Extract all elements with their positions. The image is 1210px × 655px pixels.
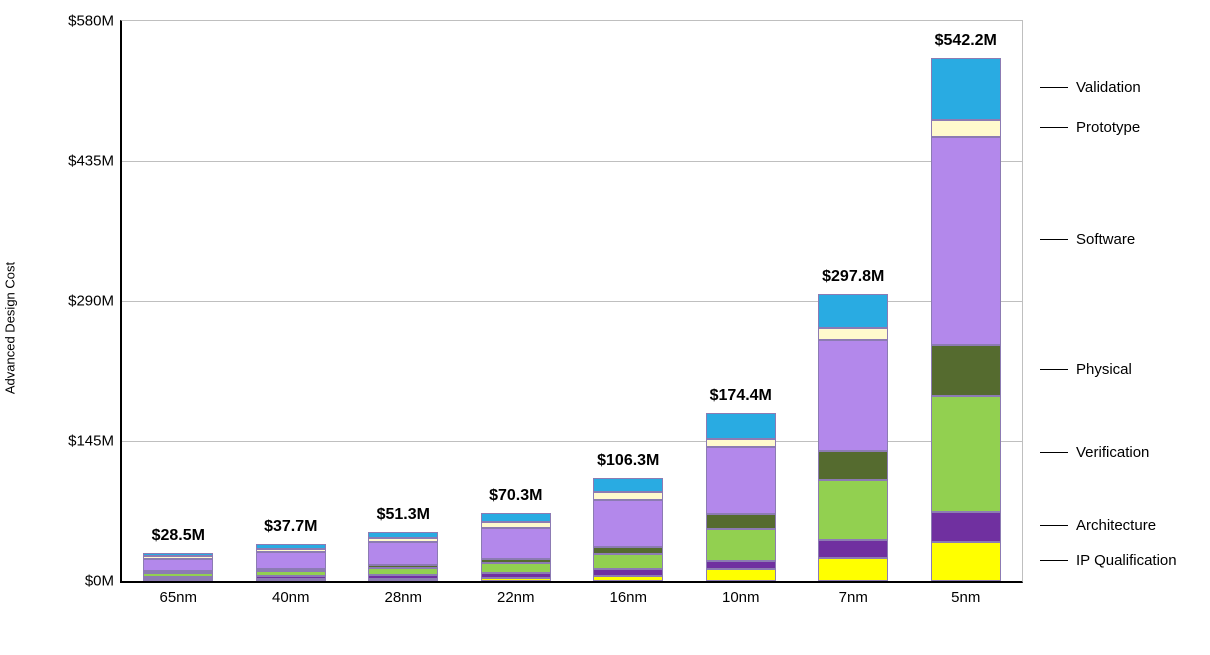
bar-segment xyxy=(256,552,326,569)
bar-segment xyxy=(931,396,1001,512)
bar-segment xyxy=(706,514,776,528)
x-tick-label: 65nm xyxy=(159,589,197,606)
bar-segment xyxy=(256,579,326,581)
x-tick-label: 10nm xyxy=(722,589,760,606)
stacked-bar: $297.8M xyxy=(818,294,888,581)
bar-segment xyxy=(818,328,888,340)
bar-segment xyxy=(706,561,776,570)
y-tick-label: $290M xyxy=(68,293,114,310)
legend-item: Software xyxy=(1040,231,1135,248)
x-tick-label: 5nm xyxy=(951,589,980,606)
x-tick-label: 16nm xyxy=(609,589,647,606)
bar-segment xyxy=(593,569,663,576)
stacked-bar: $51.3M xyxy=(368,532,438,581)
bar-segment xyxy=(706,447,776,515)
legend-item: IP Qualification xyxy=(1040,552,1177,569)
bar-segment xyxy=(931,58,1001,121)
bar-segment xyxy=(818,340,888,451)
bar-segment xyxy=(593,576,663,581)
bar-total-label: $297.8M xyxy=(822,268,884,286)
y-tick-label: $580M xyxy=(68,13,114,30)
bar-total-label: $70.3M xyxy=(489,487,542,505)
x-tick-label: 22nm xyxy=(497,589,535,606)
bar-segment xyxy=(706,439,776,447)
bar-segment xyxy=(706,413,776,439)
stacked-bar: $28.5M xyxy=(143,553,213,581)
bar-segment xyxy=(818,294,888,329)
bar-segment xyxy=(368,568,438,575)
y-tick-label: $435M xyxy=(68,153,114,170)
legend-label: Prototype xyxy=(1076,119,1140,136)
legend-item: Verification xyxy=(1040,444,1149,461)
bar-total-label: $28.5M xyxy=(152,527,205,545)
stacked-bar: $70.3M xyxy=(481,513,551,581)
bar-segment xyxy=(931,512,1001,543)
bar-segment xyxy=(593,554,663,568)
legend-label: Verification xyxy=(1076,444,1149,461)
bar-segment xyxy=(481,513,551,522)
stacked-bar: $37.7M xyxy=(256,544,326,581)
bar-total-label: $106.3M xyxy=(597,452,659,470)
bar-segment xyxy=(481,578,551,581)
design-cost-chart: Advanced Design Cost $0M$145M$290M$435M$… xyxy=(0,0,1210,655)
legend-label: Validation xyxy=(1076,79,1141,96)
legend-item: Physical xyxy=(1040,361,1132,378)
bar-total-label: $37.7M xyxy=(264,518,317,536)
bar-segment xyxy=(818,451,888,480)
legend-label: Physical xyxy=(1076,361,1132,378)
x-tick-label: 28nm xyxy=(384,589,422,606)
y-tick-label: $0M xyxy=(85,573,114,590)
bar-segment xyxy=(593,478,663,492)
bar-segment xyxy=(593,500,663,547)
bar-segment xyxy=(368,532,438,539)
stacked-bar: $542.2M xyxy=(931,58,1001,581)
bar-segment xyxy=(931,345,1001,395)
legend-leader-line xyxy=(1040,127,1068,128)
legend-leader-line xyxy=(1040,87,1068,88)
x-tick-label: 7nm xyxy=(839,589,868,606)
legend-item: Validation xyxy=(1040,79,1141,96)
bar-total-label: $542.2M xyxy=(935,32,997,50)
bar-segment xyxy=(143,559,213,572)
y-axis-title: Advanced Design Cost xyxy=(3,261,18,393)
legend-leader-line xyxy=(1040,239,1068,240)
bar-segment xyxy=(818,480,888,541)
bar-total-label: $51.3M xyxy=(377,506,430,524)
legend-leader-line xyxy=(1040,452,1068,453)
bar-segment xyxy=(593,492,663,500)
legend-leader-line xyxy=(1040,525,1068,526)
bar-segment xyxy=(368,579,438,581)
bar-segment xyxy=(706,569,776,581)
bar-segment xyxy=(931,137,1001,346)
bar-total-label: $174.4M xyxy=(710,387,772,405)
bar-segment xyxy=(931,120,1001,136)
bar-segment xyxy=(593,547,663,554)
bar-segment xyxy=(368,542,438,565)
stacked-bar: $174.4M xyxy=(706,413,776,581)
legend-label: IP Qualification xyxy=(1076,552,1177,569)
x-tick-label: 40nm xyxy=(272,589,310,606)
bar-segment xyxy=(706,529,776,561)
legend-item: Prototype xyxy=(1040,119,1140,136)
legend-item: Architecture xyxy=(1040,517,1156,534)
legend-label: Architecture xyxy=(1076,517,1156,534)
gridline xyxy=(122,161,1022,162)
stacked-bar: $106.3M xyxy=(593,478,663,581)
plot-area: $0M$145M$290M$435M$580M$28.5M65nm$37.7M4… xyxy=(120,20,1023,583)
y-tick-label: $145M xyxy=(68,433,114,450)
legend-leader-line xyxy=(1040,369,1068,370)
bar-segment xyxy=(931,542,1001,581)
bar-segment xyxy=(818,540,888,557)
bar-segment xyxy=(481,528,551,559)
bar-segment xyxy=(143,579,213,581)
legend-label: Software xyxy=(1076,231,1135,248)
legend: Validation Prototype Software Physical Verif… xyxy=(1040,20,1200,580)
bar-segment xyxy=(818,558,888,581)
bar-segment xyxy=(481,563,551,573)
legend-leader-line xyxy=(1040,560,1068,561)
